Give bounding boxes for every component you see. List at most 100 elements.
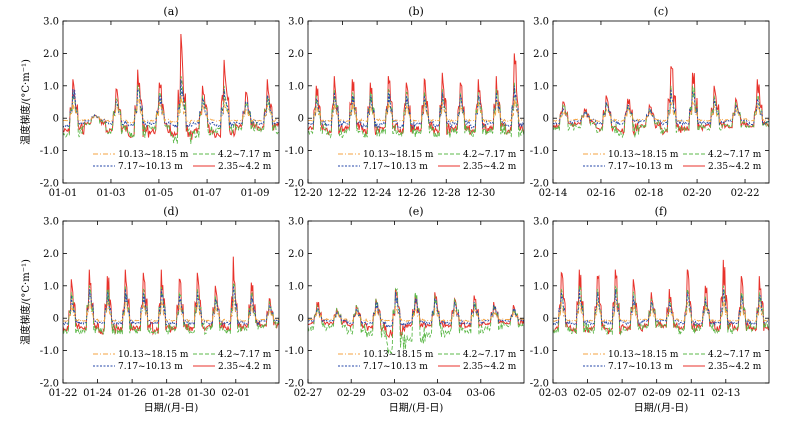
legend-label: 10.13~18.15 m xyxy=(608,350,679,360)
series-line-10-13-18-15-m xyxy=(553,300,769,323)
legend-label: 2.35~4.2 m xyxy=(218,162,272,172)
x-tick-label: 01-30 xyxy=(187,388,216,399)
y-tick-label: -2.0 xyxy=(40,179,59,190)
legend-label: 10.13~18.15 m xyxy=(608,150,679,160)
series-group xyxy=(63,256,279,336)
plot-frame xyxy=(62,20,280,184)
y-axis-label: 温度梯度/(°C·m⁻¹) xyxy=(19,259,32,345)
legend-label: 7.17~10.13 m xyxy=(363,362,428,372)
y-tick-label: -2.0 xyxy=(40,379,59,390)
plot-frame xyxy=(307,20,525,184)
plot-frame xyxy=(307,220,525,384)
y-tick-label: 2.0 xyxy=(288,249,304,260)
series-line-7-17-10-13-m xyxy=(553,88,769,127)
y-tick-label: -1.0 xyxy=(285,146,304,157)
x-axis-label: 日期/(月-日) xyxy=(144,402,199,414)
x-tick-label: 03-04 xyxy=(423,388,452,399)
legend-label: 10.13~18.15 m xyxy=(118,350,189,360)
x-tick-label: 12-20 xyxy=(294,188,323,199)
legend-label: 2.35~4.2 m xyxy=(708,162,762,172)
x-tick-label: 01-22 xyxy=(49,388,78,399)
x-tick-label: 02-22 xyxy=(731,188,760,199)
series-line-7-17-10-13-m xyxy=(308,85,524,129)
series-group xyxy=(63,33,279,144)
y-tick-label: 1.0 xyxy=(288,281,304,292)
series-line-10-13-18-15-m xyxy=(553,100,769,123)
x-tick-label: 01-09 xyxy=(241,188,270,199)
x-axis-label: 日期/(月-日) xyxy=(389,402,444,414)
y-tick-label: -1.0 xyxy=(40,146,59,157)
y-tick-label: 2.0 xyxy=(533,249,549,260)
x-tick-label: 02-05 xyxy=(573,388,602,399)
series-line-7-17-10-13-m xyxy=(308,292,524,329)
x-tick-label: 01-24 xyxy=(83,388,112,399)
y-tick-label: 1.0 xyxy=(288,81,304,92)
legend-label: 2.35~4.2 m xyxy=(463,162,517,172)
x-tick-label: 01-05 xyxy=(144,188,173,199)
y-tick-label: 0 xyxy=(298,114,304,125)
x-tick-label: 02-13 xyxy=(711,388,740,399)
series-group xyxy=(553,259,769,336)
plot-frame xyxy=(552,220,770,384)
y-tick-label: -1.0 xyxy=(40,346,59,357)
x-tick-label: 02-03 xyxy=(539,388,568,399)
y-tick-label: 3.0 xyxy=(533,17,549,28)
legend-label: 10.13~18.15 m xyxy=(363,150,434,160)
panel-title: (f) xyxy=(655,205,668,218)
x-tick-label: 02-07 xyxy=(608,388,637,399)
x-tick-label: 01-26 xyxy=(118,388,147,399)
x-tick-label: 12-28 xyxy=(432,188,461,199)
panel-3: 3.0 2.0 1.0 0 -1.0 -2.001-22 01-24 01-26 01-28 01… xyxy=(19,205,280,414)
y-tick-label: 1.0 xyxy=(43,281,59,292)
legend-label: 2.35~4.2 m xyxy=(218,362,272,372)
series-line-7-17-10-13-m xyxy=(553,288,769,327)
y-tick-label: 0 xyxy=(543,114,549,125)
x-tick-label: 02-18 xyxy=(634,188,663,199)
series-line-2-35-4-2-m xyxy=(308,53,524,136)
series-line-2-35-4-2-m xyxy=(63,256,279,336)
y-tick-label: -1.0 xyxy=(530,346,549,357)
panel-1: 3.0 2.0 1.0 0 -1.0 -2.012-20 12-22 12-24 12-26 12… xyxy=(285,5,525,199)
y-tick-label: -2.0 xyxy=(285,179,304,190)
legend-label: 4.2~7.17 m xyxy=(218,150,272,160)
panel-title: (a) xyxy=(163,5,178,18)
y-tick-label: 0 xyxy=(53,114,59,125)
series-line-4-2-7-17-m xyxy=(63,282,279,336)
legend-label: 4.2~7.17 m xyxy=(708,350,762,360)
x-tick-label: 02-09 xyxy=(642,388,671,399)
plot-frame xyxy=(62,220,280,384)
series-line-10-13-18-15-m xyxy=(308,305,524,323)
y-tick-label: -2.0 xyxy=(285,379,304,390)
series-line-10-13-18-15-m xyxy=(63,95,279,124)
series-group xyxy=(553,66,769,139)
legend-label: 7.17~10.13 m xyxy=(608,162,673,172)
series-line-2-35-4-2-m xyxy=(308,288,524,339)
x-tick-label: 02-11 xyxy=(677,388,706,399)
x-axis-label: 日期/(月-日) xyxy=(634,402,689,414)
x-tick-label: 02-16 xyxy=(587,188,616,199)
x-tick-label: 12-22 xyxy=(328,188,357,199)
legend-label: 7.17~10.13 m xyxy=(118,362,183,372)
panel-0: 3.0 2.0 1.0 0 -1.0 -2.001-01 01-03 01-05 01-07 01… xyxy=(19,5,280,199)
panel-title: (b) xyxy=(408,5,424,18)
panel-4: 3.0 2.0 1.0 0 -1.0 -2.002-27 02-29 03-02 03-04 03… xyxy=(285,205,525,414)
y-tick-label: 3.0 xyxy=(533,217,549,228)
y-tick-label: 0 xyxy=(543,314,549,325)
x-tick-label: 01-07 xyxy=(193,188,222,199)
panel-title: (e) xyxy=(408,205,423,218)
y-tick-label: 2.0 xyxy=(533,49,549,60)
panel-2: 3.0 2.0 1.0 0 -1.0 -2.002-14 02-16 02-18 02-20 02… xyxy=(530,5,770,199)
y-tick-label: 3.0 xyxy=(43,217,59,228)
legend-label: 7.17~10.13 m xyxy=(118,162,183,172)
legend-label: 10.13~18.15 m xyxy=(363,350,434,360)
legend-label: 4.2~7.17 m xyxy=(463,350,517,360)
y-tick-label: 3.0 xyxy=(288,217,304,228)
y-tick-label: -1.0 xyxy=(530,146,549,157)
x-tick-label: 12-30 xyxy=(466,188,495,199)
series-line-4-2-7-17-m xyxy=(553,285,769,336)
legend-label: 7.17~10.13 m xyxy=(608,362,673,372)
legend-label: 4.2~7.17 m xyxy=(218,350,272,360)
series-line-2-35-4-2-m xyxy=(553,259,769,335)
x-tick-label: 01-01 xyxy=(49,188,78,199)
